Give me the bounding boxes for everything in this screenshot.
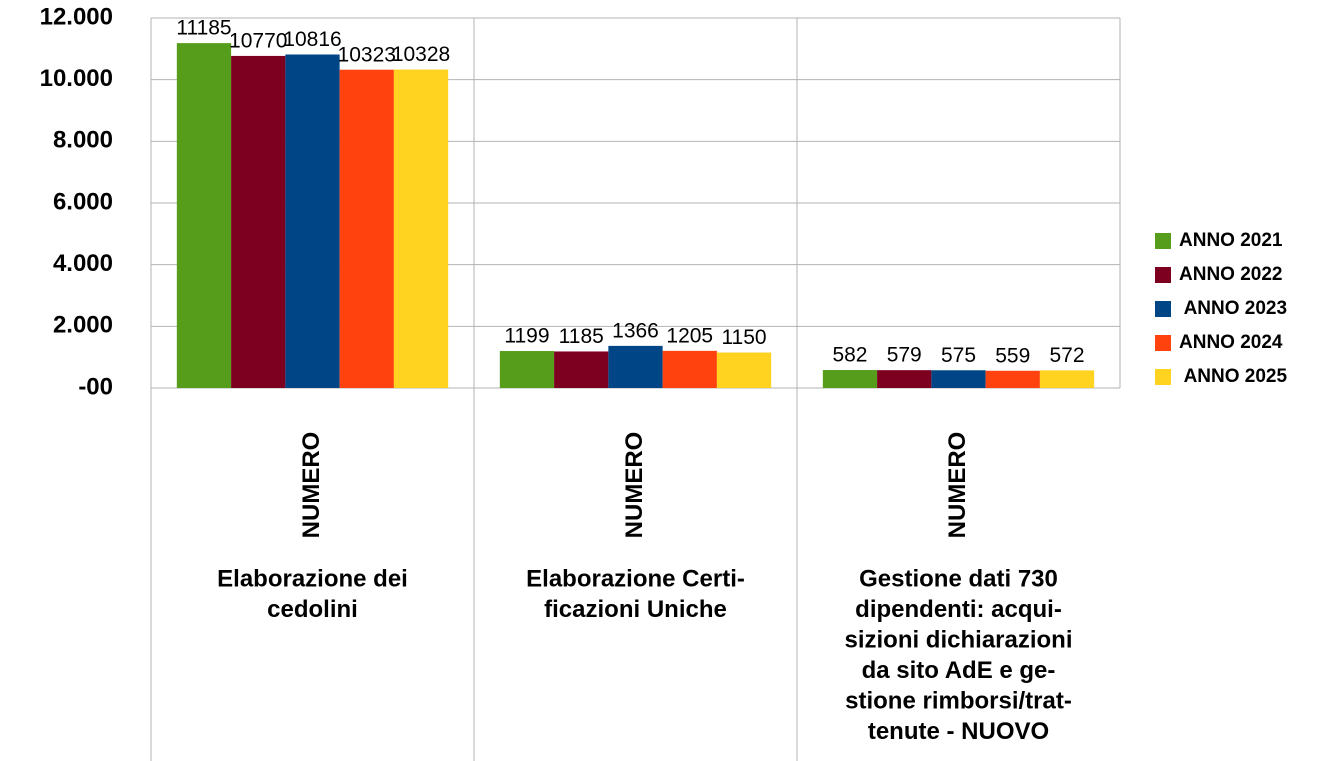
- bar: [499, 351, 555, 388]
- y-tick-label: 6.000: [53, 188, 113, 215]
- bar: [1039, 370, 1095, 388]
- bar: [176, 43, 232, 389]
- category-label: NUMERO: [944, 432, 971, 539]
- data-label: 1366: [612, 319, 659, 342]
- group-label: da sito AdE e ge-: [862, 657, 1056, 684]
- bar: [393, 69, 449, 388]
- bar: [339, 69, 394, 389]
- category-label: NUMERO: [621, 432, 648, 539]
- legend-label: ANNO 2023: [1179, 298, 1287, 319]
- group-label: cedolini: [267, 596, 358, 623]
- group-label: ficazioni Uniche: [544, 596, 727, 623]
- data-label: 1205: [666, 324, 713, 347]
- data-label: 559: [995, 344, 1030, 367]
- data-label: 572: [1050, 344, 1085, 367]
- group-label: dipendenti: acqui-: [855, 596, 1062, 623]
- data-label: 575: [941, 344, 976, 367]
- legend-swatch: [1155, 335, 1171, 351]
- bar: [662, 350, 717, 388]
- legend-label: ANNO 2025: [1179, 366, 1287, 387]
- data-label: 1199: [504, 325, 549, 348]
- legend-swatch: [1155, 233, 1171, 249]
- data-label: 1150: [721, 326, 766, 349]
- legend-swatch: [1155, 369, 1171, 385]
- bar: [985, 370, 1040, 388]
- data-label: 11185: [176, 17, 231, 40]
- data-label: 582: [832, 344, 867, 367]
- data-label: 10770: [229, 29, 287, 52]
- data-label: 10328: [392, 43, 450, 66]
- bar: [877, 370, 932, 388]
- bar: [716, 352, 772, 388]
- group-label: stione rimborsi/trat-: [845, 687, 1072, 714]
- bar: [931, 370, 986, 388]
- data-label: 579: [887, 344, 922, 367]
- data-label: 10816: [283, 28, 341, 51]
- legend-label: ANNO 2022: [1179, 264, 1283, 285]
- group-label: sizioni dichiarazioni: [844, 626, 1072, 653]
- group-label: Elaborazione dei: [217, 565, 408, 592]
- legend-swatch: [1155, 267, 1171, 283]
- bar: [608, 345, 663, 388]
- y-tick-label: 4.000: [53, 250, 113, 277]
- legend-label: ANNO 2024: [1179, 332, 1283, 353]
- bar: [285, 54, 340, 389]
- data-label: 10323: [338, 43, 396, 66]
- group-label: Gestione dati 730: [859, 565, 1058, 592]
- group-label: tenute - NUOVO: [868, 718, 1049, 745]
- y-tick-label: 10.000: [40, 65, 113, 92]
- bar: [822, 370, 878, 388]
- legend-label: ANNO 2021: [1179, 230, 1283, 251]
- category-label: NUMERO: [298, 432, 325, 539]
- bar: [554, 351, 609, 388]
- legend-swatch: [1155, 301, 1171, 317]
- group-label: Elaborazione Certi-: [526, 565, 745, 592]
- y-tick-label: -00: [78, 373, 113, 400]
- y-tick-label: 8.000: [53, 127, 113, 154]
- y-tick-label: 2.000: [53, 312, 113, 339]
- y-tick-label: 12.000: [40, 3, 113, 30]
- data-label: 1185: [559, 325, 604, 348]
- bar: [231, 55, 286, 389]
